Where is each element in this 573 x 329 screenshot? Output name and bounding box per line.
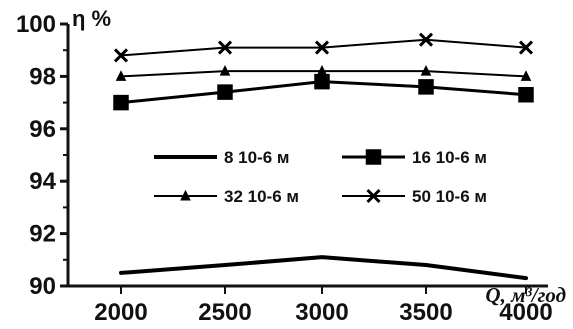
labels-layer: 90 92 94 96 98 100 2000 2500 3000 3500 4000 η % Q, м… bbox=[16, 6, 566, 326]
x-axis-label: Q, м³/год bbox=[485, 283, 566, 307]
y-tick-label: 96 bbox=[29, 116, 56, 143]
legend-marker-3 bbox=[366, 188, 381, 204]
legend-item-3: 50 10-6 м bbox=[342, 187, 487, 206]
series-2-point-1 bbox=[219, 65, 231, 76]
series-3-point-4 bbox=[518, 40, 534, 55]
legend-marker-2 bbox=[180, 189, 191, 201]
legend-label-2: 32 10-6 м bbox=[224, 187, 299, 206]
y-tick-label: 92 bbox=[29, 221, 56, 248]
y-tick-label: 98 bbox=[29, 63, 56, 90]
x-tick-label: 3000 bbox=[295, 299, 348, 326]
series-3-point-1 bbox=[217, 40, 233, 55]
series-2-point-0 bbox=[115, 70, 127, 81]
series-1-point-0 bbox=[113, 94, 129, 111]
series-3-point-2 bbox=[314, 40, 330, 55]
series-3-point-3 bbox=[418, 32, 434, 47]
series-1-point-1 bbox=[217, 84, 233, 100]
legend-item-2: 32 10-6 м bbox=[154, 187, 299, 206]
series-1-point-3 bbox=[418, 79, 434, 95]
y-tick-label: 100 bbox=[16, 11, 56, 38]
series-line-0 bbox=[119, 255, 528, 281]
series-2-point-2 bbox=[316, 65, 328, 76]
y-axis-label: η % bbox=[72, 6, 111, 31]
axes-layer bbox=[60, 22, 548, 294]
y-tick-label: 90 bbox=[29, 273, 56, 300]
legend-label-3: 50 10-6 м bbox=[412, 187, 487, 206]
x-tick-label: 2000 bbox=[94, 299, 147, 326]
series-layer bbox=[113, 32, 534, 281]
series-1-point-4 bbox=[518, 86, 534, 103]
x-tick-label: 4000 bbox=[499, 299, 552, 326]
series-2-point-3 bbox=[420, 65, 432, 76]
x-tick-label: 3500 bbox=[399, 299, 452, 326]
y-tick-label: 94 bbox=[29, 168, 56, 195]
legend: 8 10-6 м 16 10-6 м 32 10-6 м 50 10-6 м bbox=[154, 148, 487, 206]
legend-marker-1 bbox=[365, 149, 382, 165]
series-3-point-0 bbox=[113, 48, 129, 63]
legend-item-1: 16 10-6 м bbox=[342, 148, 487, 167]
x-tick-label: 2500 bbox=[198, 299, 251, 326]
legend-label-0: 8 10-6 м bbox=[224, 148, 290, 167]
legend-label-1: 16 10-6 м bbox=[412, 148, 487, 167]
legend-item-0: 8 10-6 м bbox=[154, 148, 290, 167]
series-1-point-2 bbox=[314, 73, 330, 90]
series-2-point-4 bbox=[520, 70, 532, 81]
